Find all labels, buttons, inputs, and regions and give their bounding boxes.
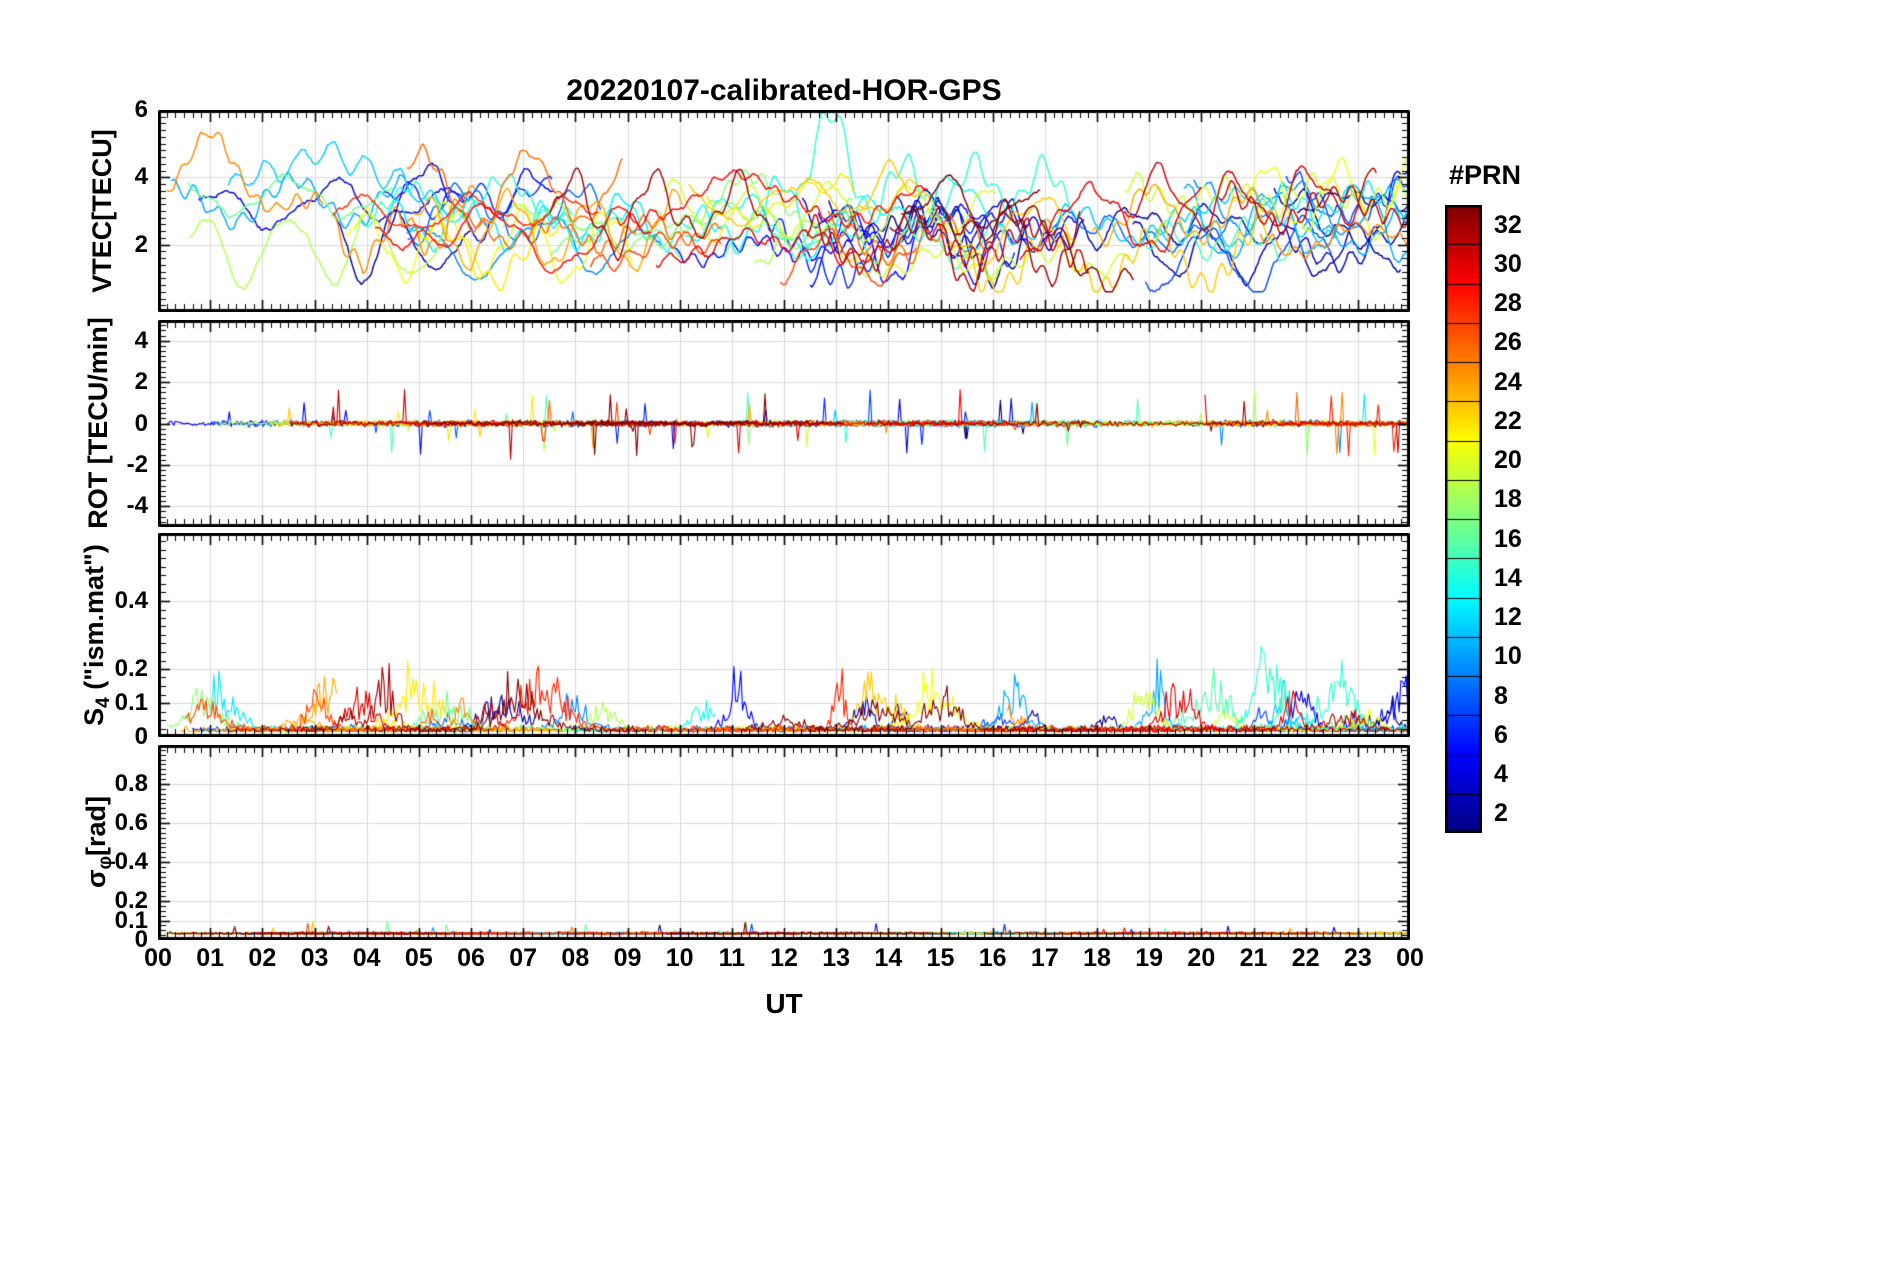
- x-tick-label: 10: [665, 944, 694, 972]
- colorbar-title: #PRN: [1448, 160, 1522, 190]
- colorbar-tick-label: 32: [1494, 210, 1522, 239]
- x-tick-label: 08: [561, 944, 590, 972]
- y-tick-label: 0: [134, 409, 148, 437]
- y-tick-label: -2: [126, 450, 148, 478]
- x-tick-label: 00: [1396, 944, 1424, 972]
- y-tick-label: -4: [126, 492, 148, 520]
- x-tick-label: 00: [144, 944, 172, 972]
- y-tick-label: 0.2: [114, 655, 148, 682]
- colorbar-tick-label: 20: [1494, 446, 1522, 475]
- ylabel-vtec: VTEC[TECU]: [87, 129, 123, 293]
- x-tick-label: 23: [1343, 944, 1372, 972]
- colorbar-tick-label: 8: [1494, 681, 1508, 710]
- colorbar-tick-label: 22: [1494, 406, 1522, 435]
- y-tick-label: 0: [134, 926, 148, 953]
- y-tick-label: 0: [134, 723, 148, 750]
- colorbar-tick-label: 30: [1494, 249, 1522, 278]
- x-tick-label: 07: [509, 944, 538, 972]
- x-axis-label: UT: [765, 988, 803, 1019]
- colorbar-tick-label: 18: [1494, 485, 1522, 514]
- y-tick-label: 0.2: [114, 887, 148, 914]
- y-tick-label: 0.1: [114, 906, 148, 934]
- colorbar-tick-label: 14: [1494, 563, 1522, 592]
- ylabel-vtec-text: VTEC[TECU]: [86, 129, 117, 293]
- colorbar-tick-label: 6: [1494, 720, 1508, 749]
- s4-plot-canvas: [158, 533, 1410, 737]
- y-tick-label: 0.8: [114, 770, 148, 797]
- chart-title: 20220107-calibrated-HOR-GPS: [566, 74, 1002, 107]
- colorbar-tick-label: 12: [1494, 603, 1522, 632]
- x-tick-label: 18: [1083, 944, 1111, 972]
- y-tick-label: 4: [134, 326, 148, 354]
- x-tick-label: 19: [1135, 944, 1164, 972]
- x-tick-label: 17: [1030, 944, 1059, 972]
- x-tick-label: 12: [770, 944, 798, 972]
- sigma-phi-plot-canvas: [158, 745, 1410, 940]
- colorbar: [1445, 205, 1482, 833]
- x-tick-label: 16: [978, 944, 1007, 972]
- x-tick-label: 04: [352, 944, 381, 972]
- x-tick-label: 02: [248, 944, 277, 972]
- colorbar-tick-label: 26: [1494, 328, 1522, 357]
- x-tick-label: 20: [1187, 944, 1216, 972]
- y-tick-label: 6: [134, 96, 148, 123]
- x-tick-label: 03: [300, 944, 329, 972]
- y-tick-label: 0.1: [114, 689, 148, 716]
- colorbar-tick-label: 10: [1494, 642, 1522, 671]
- y-tick-label: 0.4: [114, 848, 148, 875]
- x-tick-label: 14: [874, 944, 903, 972]
- y-tick-label: 0.6: [114, 809, 148, 836]
- rot-plot-canvas: [158, 320, 1410, 527]
- y-tick-label: 4: [134, 163, 148, 191]
- y-tick-label: 2: [134, 230, 148, 258]
- x-tick-label: 21: [1239, 944, 1268, 972]
- x-tick-label: 11: [718, 944, 746, 972]
- x-tick-label: 05: [404, 944, 433, 972]
- x-tick-label: 13: [822, 944, 851, 972]
- x-tick-label: 01: [196, 944, 225, 972]
- y-tick-label: 2: [134, 368, 148, 396]
- x-tick-label: 15: [926, 944, 955, 972]
- colorbar-tick-label: 4: [1494, 760, 1508, 789]
- x-tick-label: 09: [613, 944, 642, 972]
- colorbar-tick-label: 24: [1494, 367, 1522, 396]
- x-tick-label: 22: [1291, 944, 1320, 972]
- y-tick-label: 0.4: [114, 587, 148, 614]
- colorbar-tick-label: 16: [1494, 524, 1522, 553]
- colorbar-tick-label: 28: [1494, 289, 1522, 318]
- x-tick-label: 06: [457, 944, 485, 972]
- vtec-plot-canvas: [158, 110, 1410, 312]
- colorbar-tick-label: 2: [1494, 799, 1508, 828]
